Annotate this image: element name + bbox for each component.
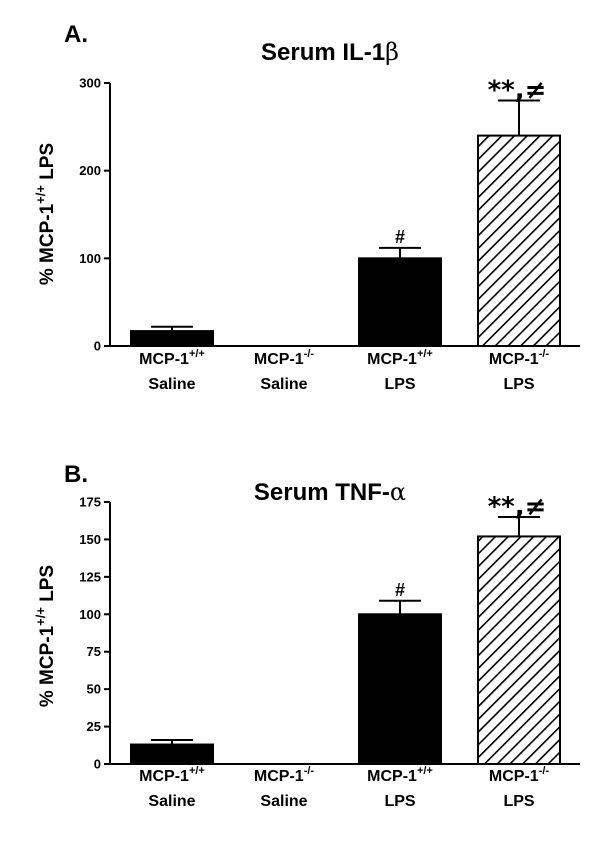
y-tick-label: 100 bbox=[79, 607, 101, 622]
category-label-line2: Saline bbox=[260, 376, 307, 393]
category-label: MCP-1-/- bbox=[254, 765, 315, 785]
panel-label: B. bbox=[64, 461, 88, 488]
category-label-line2: Saline bbox=[148, 376, 195, 393]
category-label: MCP-1-/- bbox=[254, 348, 315, 368]
chart-title: Serum IL-1β bbox=[261, 38, 399, 66]
y-tick-label: 0 bbox=[94, 757, 101, 772]
bar bbox=[358, 613, 442, 765]
y-tick-label: 0 bbox=[94, 339, 101, 354]
y-tick-label: 175 bbox=[79, 495, 101, 510]
y-tick-label: 100 bbox=[79, 251, 101, 266]
y-axis-label: % MCP-1+/+ LPS bbox=[33, 565, 58, 707]
bar bbox=[358, 257, 442, 348]
panel-label: A. bbox=[64, 21, 88, 48]
y-tick-label: 300 bbox=[79, 76, 101, 91]
y-tick-label: 125 bbox=[79, 569, 101, 584]
category-label-line2: LPS bbox=[503, 376, 534, 393]
category-label-line2: LPS bbox=[384, 793, 415, 810]
y-tick-label: 25 bbox=[87, 719, 101, 734]
y-axis-label: % MCP-1+/+ LPS bbox=[33, 143, 58, 285]
chart-panel-a: A. Serum IL-1β % MCP-1+/+ LPS 0 100 200 300 MCP… bbox=[33, 21, 580, 393]
significance-annotation: # bbox=[395, 227, 405, 247]
category-label: MCP-1-/- bbox=[489, 348, 550, 368]
bar bbox=[477, 134, 561, 347]
category-label: MCP-1-/- bbox=[489, 765, 550, 785]
category-label-line2: LPS bbox=[384, 376, 415, 393]
y-tick-label: 75 bbox=[87, 644, 101, 659]
y-tick-label: 150 bbox=[79, 532, 101, 547]
category-label-line2: LPS bbox=[503, 793, 534, 810]
y-tick-label: 200 bbox=[79, 163, 101, 178]
category-label-line2: Saline bbox=[260, 793, 307, 810]
significance-annotation: **,≠ bbox=[488, 76, 547, 106]
category-label-line2: Saline bbox=[148, 793, 195, 810]
significance-annotation: **,≠ bbox=[488, 492, 547, 522]
category-label: MCP-1+/+ bbox=[139, 765, 205, 785]
significance-annotation: # bbox=[395, 580, 405, 600]
category-label: MCP-1+/+ bbox=[367, 348, 433, 368]
chart-title: Serum TNF-α bbox=[254, 478, 406, 506]
category-label: MCP-1+/+ bbox=[367, 765, 433, 785]
chart-panel-b: B. Serum TNF-α % MCP-1+/+ LPS 0 25 50 75 100 125… bbox=[33, 461, 580, 810]
bar bbox=[477, 535, 561, 765]
bar bbox=[130, 330, 214, 348]
category-label: MCP-1+/+ bbox=[139, 348, 205, 368]
bar bbox=[130, 743, 214, 766]
y-tick-label: 50 bbox=[87, 682, 101, 697]
